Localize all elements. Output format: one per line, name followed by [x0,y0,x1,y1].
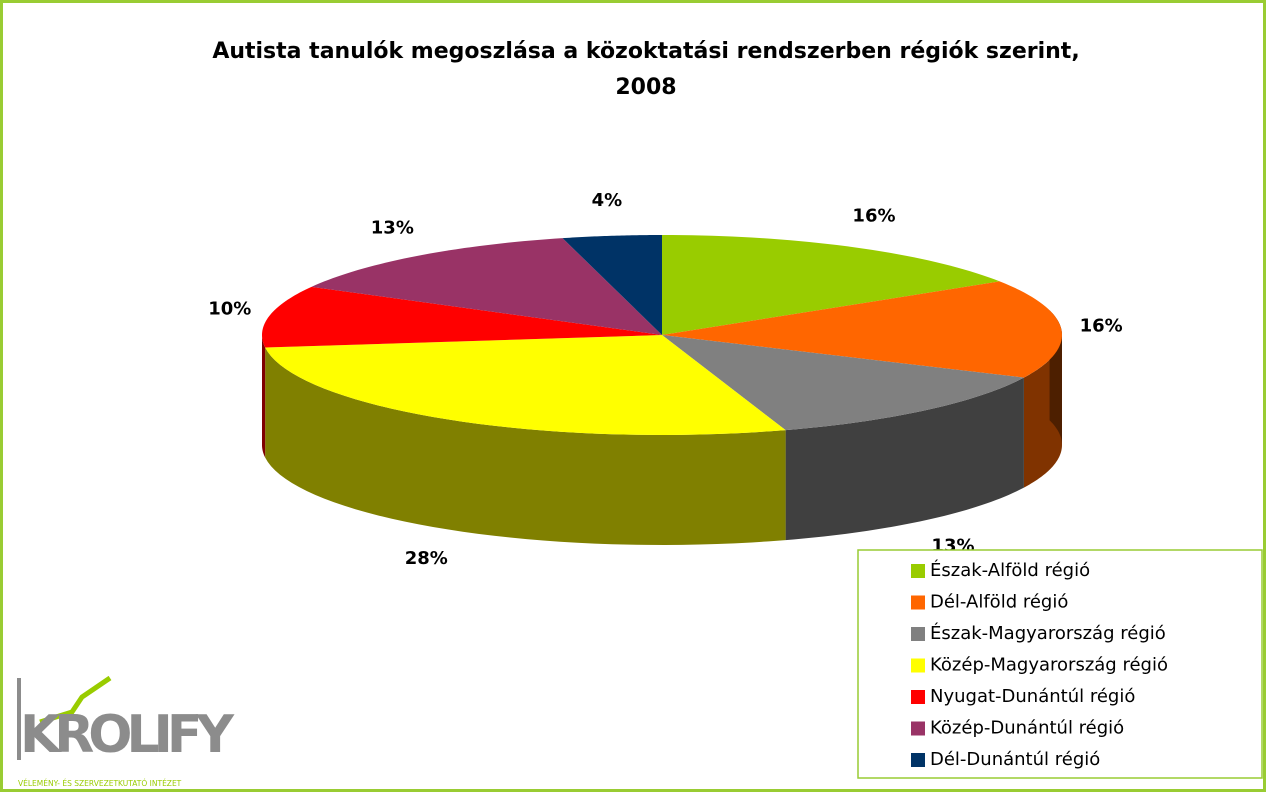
legend-swatch [911,564,925,578]
logo-tagline: VÉLEMÉNY- ÉS SZERVEZETKUTATÓ INTÉZET [18,779,182,788]
legend: Észak-Alföld régió Dél-Alföld régió Észak-… [911,559,1168,770]
slice-side [262,335,266,458]
legend-swatch [911,690,925,704]
slices: 16%16%13%28%10%13%4% [208,190,1122,569]
legend-swatch [911,595,925,610]
legend-label: Nyugat-Dunántúl régió [930,686,1135,707]
legend-label: Közép-Dunántúl régió [930,718,1124,739]
data-label: 10% [208,299,251,320]
legend-label: Közép-Magyarország régió [930,655,1168,676]
legend-label: Dél-Dunántúl régió [930,749,1100,770]
slice-side [785,377,1024,541]
slice [662,235,1000,335]
legend-swatch [911,627,925,641]
slice [265,335,786,435]
chart-title: Autista tanulók megoszlása a közoktatási… [212,39,1079,64]
legend-swatch [911,753,925,767]
data-label: 13% [371,217,414,238]
legend-label: Dél-Alföld régió [930,592,1068,613]
data-label: 16% [1080,316,1123,337]
legend-swatch [911,721,925,736]
slice [262,286,662,348]
legend-label: Észak-Alföld régió [930,559,1090,581]
chart-title: 2008 [615,75,676,100]
logo-bar [17,678,21,760]
legend-box [857,549,1263,779]
data-label: 28% [405,548,448,569]
logo: KROLIFY VÉLEMÉNY- ÉS SZERVEZETKUTATÓ INT… [17,675,235,788]
slice [562,235,662,335]
data-label: 4% [592,190,623,211]
slice [662,335,1024,431]
legend-swatch [911,658,925,673]
logo-line [39,675,112,725]
data-label: 16% [852,206,895,227]
legend-label: Észak-Magyarország régió [930,622,1166,644]
slice [311,238,662,335]
slice-side [265,347,786,545]
slice [662,281,1062,378]
logo-name: KROLIFY [20,705,235,765]
